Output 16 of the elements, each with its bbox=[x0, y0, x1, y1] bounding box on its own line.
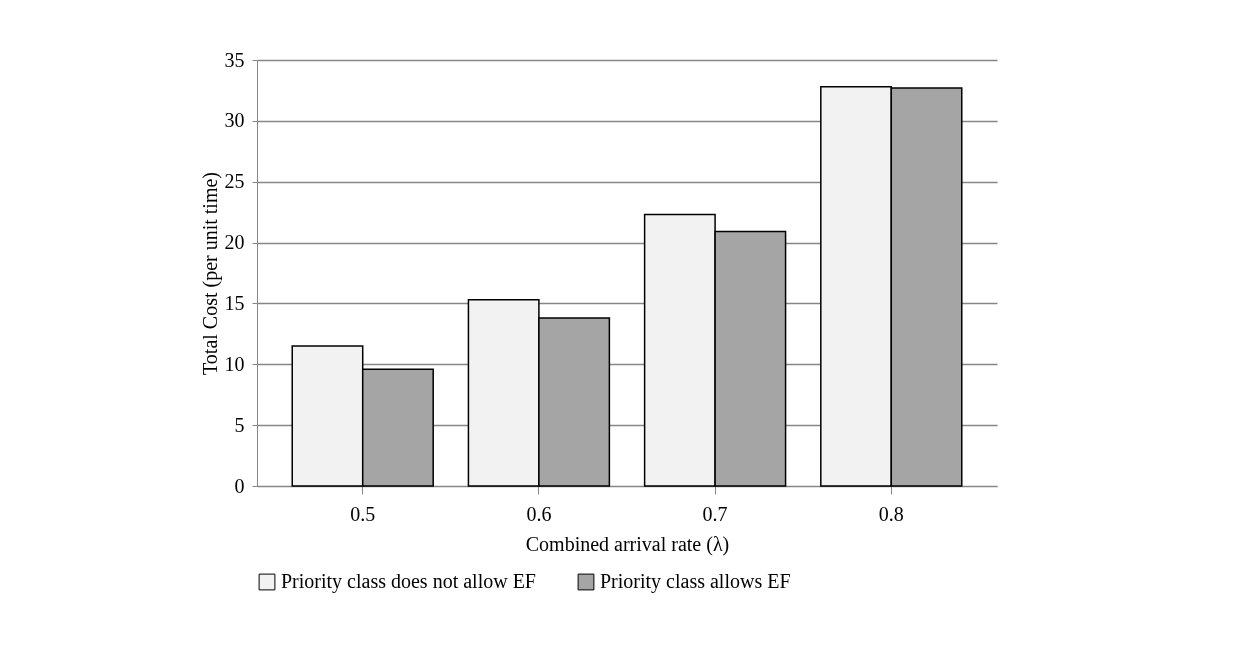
y-tick-label: 15 bbox=[224, 291, 245, 314]
y-tick-label: 35 bbox=[224, 48, 245, 71]
y-tick-label: 5 bbox=[234, 413, 245, 436]
x-tick-label: 0.6 bbox=[526, 502, 552, 525]
x-axis-title: Combined arrival rate (λ) bbox=[525, 532, 730, 556]
x-tick-label: 0.5 bbox=[350, 502, 376, 525]
legend-label: Priority class does not allow EF bbox=[281, 570, 536, 593]
y-tick-label: 30 bbox=[224, 109, 245, 132]
y-tick-label: 10 bbox=[224, 352, 245, 375]
y-tick-label: 20 bbox=[224, 231, 245, 254]
y-axis-title: Total Cost (per unit time) bbox=[198, 171, 222, 376]
y-tick-label: 0 bbox=[234, 474, 245, 497]
y-tick-label: 25 bbox=[224, 170, 245, 193]
x-tick-label: 0.8 bbox=[878, 502, 904, 525]
x-tick-label: 0.7 bbox=[702, 502, 728, 525]
legend-label: Priority class allows EF bbox=[600, 570, 791, 593]
